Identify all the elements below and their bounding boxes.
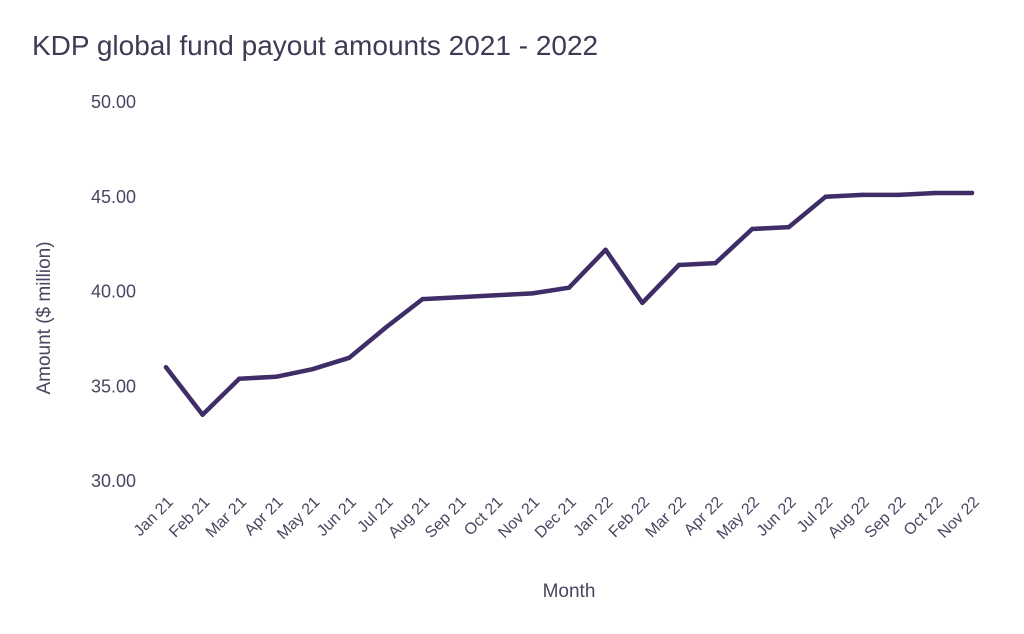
y-tick-label: 45.00 [91, 187, 136, 207]
x-tick-label: Sep 22 [862, 494, 910, 542]
data-point [200, 412, 205, 417]
data-point [859, 192, 865, 198]
data-point [676, 262, 682, 268]
x-tick-label: Sep 21 [422, 494, 470, 542]
data-point [823, 194, 828, 199]
data-point [713, 260, 718, 266]
data-point [493, 293, 498, 298]
data-point [420, 296, 425, 302]
data-point [237, 376, 242, 381]
x-tick-label: Mar 22 [643, 494, 690, 541]
data-points [163, 190, 975, 417]
data-point [603, 247, 608, 253]
data-point [749, 226, 755, 232]
series-line [163, 190, 975, 417]
chart-title: KDP global fund payout amounts 2021 - 20… [32, 30, 599, 61]
y-axis-label: Amount ($ million) [34, 241, 55, 394]
data-point [640, 300, 645, 306]
y-axis-ticks: 30.00 35.00 40.00 45.00 50.00 [91, 92, 136, 491]
y-tick-label: 40.00 [91, 282, 136, 302]
x-tick-label: Jun 21 [314, 494, 360, 540]
data-point [786, 224, 792, 230]
data-point [310, 366, 315, 372]
data-point [346, 355, 352, 361]
data-point [566, 285, 572, 290]
data-point [969, 190, 975, 196]
x-tick-label: Nov 22 [935, 494, 983, 542]
x-tick-label: Jun 22 [754, 494, 800, 540]
data-point [273, 374, 279, 379]
data-point [933, 190, 938, 196]
data-point [896, 192, 901, 198]
x-tick-label: Dec 21 [532, 494, 580, 542]
data-point [456, 294, 462, 300]
data-point [530, 291, 535, 296]
y-tick-label: 50.00 [91, 92, 136, 112]
data-point [383, 325, 389, 330]
x-tick-label: Mar 21 [203, 494, 250, 541]
y-tick-label: 35.00 [91, 376, 136, 396]
x-axis-label: Month [543, 581, 596, 602]
y-tick-label: 30.00 [91, 471, 136, 491]
data-point [163, 365, 169, 370]
